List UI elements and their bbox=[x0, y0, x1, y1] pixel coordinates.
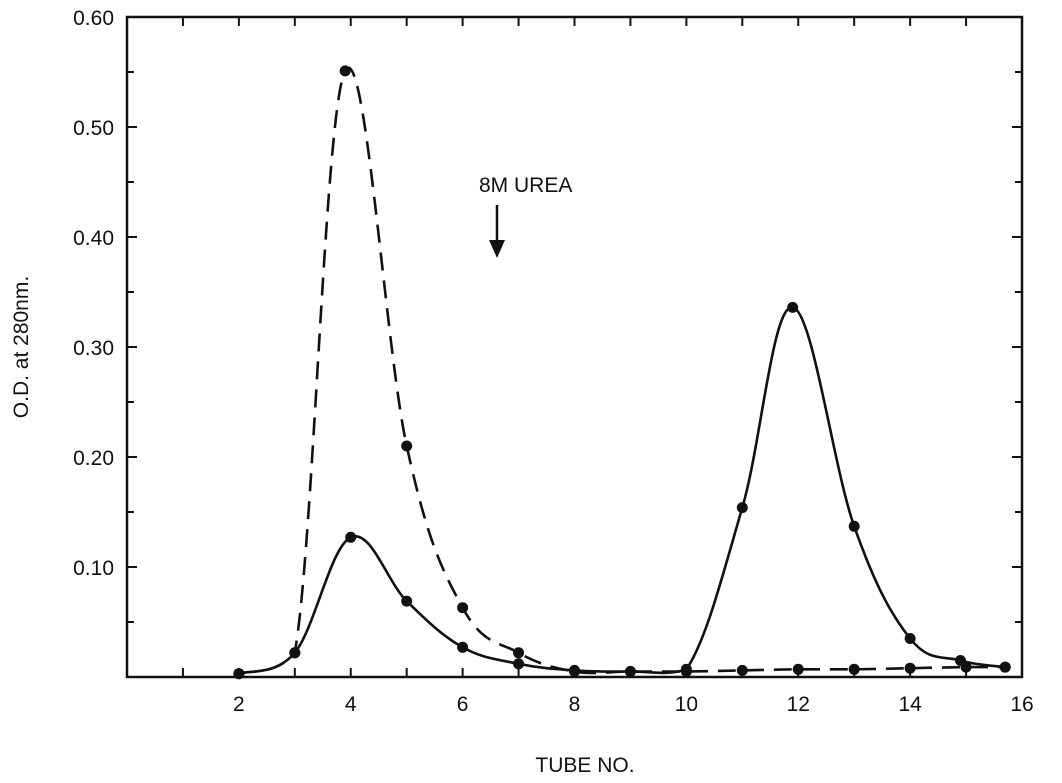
y-tick-label: 0.30 bbox=[73, 337, 114, 360]
solid-series-point bbox=[513, 658, 525, 670]
solid-series-point bbox=[401, 595, 413, 607]
y-tick-label: 0.50 bbox=[73, 117, 114, 140]
x-tick-label: 2 bbox=[233, 693, 245, 716]
dashed-series-point bbox=[401, 440, 413, 452]
y-axis-title: O.D. at 280nm. bbox=[10, 276, 33, 418]
tick-labels-layer: 2 4 6 8 10 12 14 16 0.10 0.20 0.30 0.40 0.50 0.60 bbox=[73, 7, 1034, 716]
dashed-series-point bbox=[904, 662, 916, 674]
solid-series-point bbox=[904, 633, 916, 644]
solid-series-point bbox=[233, 668, 245, 680]
dashed-series-point bbox=[848, 663, 860, 675]
dashed-series-line bbox=[238, 66, 1006, 675]
solid-series-point bbox=[624, 666, 636, 677]
dashed-series-point bbox=[736, 664, 748, 676]
axis-ticks-layer bbox=[127, 17, 1022, 677]
solid-series-line bbox=[238, 306, 1006, 675]
y-tick-label: 0.10 bbox=[73, 557, 114, 580]
annotation-arrow bbox=[489, 205, 505, 258]
x-tick-label: 16 bbox=[1010, 693, 1033, 716]
x-tick-label: 4 bbox=[345, 693, 357, 716]
dashed-series-point bbox=[792, 663, 804, 675]
x-tick-label: 8 bbox=[569, 693, 581, 716]
dashed-series-point bbox=[513, 647, 525, 659]
y-tick-label: 0.20 bbox=[73, 447, 114, 470]
solid-series-point bbox=[787, 301, 799, 313]
solid-series-point bbox=[680, 663, 692, 675]
solid-series-point bbox=[999, 661, 1011, 673]
x-axis-title: TUBE NO. bbox=[535, 754, 634, 777]
series-layer bbox=[238, 66, 1006, 675]
y-tick-label: 0.40 bbox=[73, 227, 114, 250]
dashed-series-point bbox=[457, 602, 469, 614]
dashed-series-point bbox=[339, 65, 351, 77]
x-tick-label: 14 bbox=[898, 693, 922, 716]
solid-series-point bbox=[289, 647, 301, 659]
solid-series-point bbox=[457, 641, 469, 653]
plot-border bbox=[125, 15, 1024, 679]
solid-series-point bbox=[848, 520, 860, 532]
annotation-label: 8M UREA bbox=[479, 174, 572, 197]
x-tick-label: 10 bbox=[675, 693, 698, 716]
plot-frame-layer bbox=[125, 15, 1024, 679]
y-tick-label: 0.60 bbox=[73, 7, 114, 30]
solid-series-point bbox=[954, 655, 966, 666]
solid-series-point bbox=[569, 664, 580, 676]
solid-series-point bbox=[345, 531, 357, 543]
x-tick-label: 6 bbox=[457, 693, 469, 716]
solid-series-point bbox=[736, 502, 748, 514]
x-tick-label: 12 bbox=[787, 693, 810, 716]
points-layer bbox=[233, 65, 1011, 680]
